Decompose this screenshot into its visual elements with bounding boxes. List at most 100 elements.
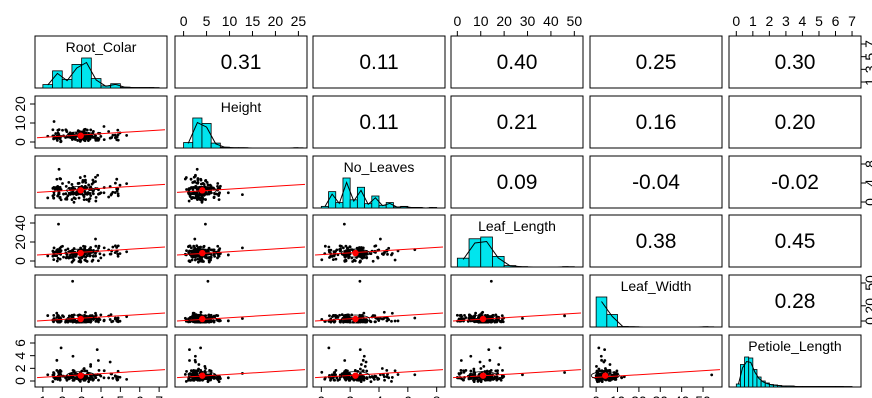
scatter-point bbox=[59, 140, 63, 144]
bottom-axis-tick-label: 50 bbox=[695, 393, 711, 398]
scatter-point bbox=[192, 373, 196, 377]
mean-point bbox=[77, 372, 84, 379]
scatter-point bbox=[58, 257, 62, 261]
scatter-point bbox=[64, 128, 68, 132]
scatter-point bbox=[489, 279, 493, 283]
correlation-value: 0.28 bbox=[775, 290, 816, 313]
scatter-point bbox=[108, 136, 112, 140]
scatter-point bbox=[115, 177, 119, 181]
fit-line bbox=[176, 312, 306, 322]
correlation-value: 0.45 bbox=[775, 230, 816, 253]
scatter-point bbox=[199, 182, 203, 186]
scatter-point bbox=[202, 183, 206, 186]
panel-r2-c4 bbox=[589, 155, 723, 209]
correlation-ellipse bbox=[341, 248, 370, 258]
left-axis-tick-label: 2 bbox=[12, 364, 28, 372]
panel-r2-c3 bbox=[450, 155, 584, 209]
scatter-point bbox=[46, 314, 50, 317]
top-axis-tick-label: 3 bbox=[782, 13, 790, 29]
scatter-point bbox=[54, 250, 58, 254]
scatter-point bbox=[113, 191, 117, 194]
scatter-point bbox=[94, 175, 97, 179]
top-axis-tick-label: 25 bbox=[291, 13, 307, 29]
variable-name: Root_Colar bbox=[66, 39, 137, 55]
scatter-point bbox=[99, 135, 103, 138]
scatter-point bbox=[62, 192, 65, 196]
scatter-point bbox=[363, 365, 367, 368]
scatter-point bbox=[108, 360, 112, 364]
fit-line bbox=[176, 369, 306, 379]
scatter-point bbox=[71, 354, 75, 358]
scatter-point bbox=[364, 360, 368, 364]
scatter-point bbox=[332, 371, 336, 374]
scatter-point bbox=[196, 250, 199, 254]
scatter-point bbox=[383, 378, 386, 382]
panel-r0-c0: Root_Colar bbox=[34, 35, 168, 89]
hist-bar bbox=[606, 314, 618, 328]
panel-frame bbox=[312, 35, 446, 89]
correlation-value: 0.30 bbox=[775, 51, 816, 74]
scatter-points bbox=[36, 167, 166, 204]
scatter-point bbox=[362, 354, 366, 358]
panel-r0-c2 bbox=[312, 35, 446, 89]
top-axis-tick-label: 40 bbox=[543, 13, 559, 29]
scatter-point bbox=[196, 177, 200, 180]
scatter-point bbox=[111, 190, 115, 194]
panel-r5-c5: Petiole_Length bbox=[728, 334, 862, 388]
scatter-point bbox=[204, 367, 207, 370]
correlation-value: 0.25 bbox=[636, 51, 677, 74]
correlation-ellipse bbox=[66, 248, 96, 258]
scatter-point bbox=[67, 180, 71, 184]
scatter-point bbox=[190, 197, 194, 201]
fit-line bbox=[176, 246, 306, 256]
scatter-point bbox=[82, 367, 86, 370]
scatter-point bbox=[457, 317, 461, 321]
panel-r3-c4 bbox=[589, 214, 723, 268]
scatter-point bbox=[77, 196, 81, 200]
scatter-point bbox=[208, 183, 212, 187]
scatter-point bbox=[359, 246, 363, 249]
scatter-point bbox=[95, 348, 99, 352]
scatter-point bbox=[599, 354, 603, 358]
scatter-point bbox=[340, 313, 344, 317]
scatter-point bbox=[85, 319, 89, 323]
scatter-point bbox=[115, 317, 119, 321]
scatter-point bbox=[61, 128, 64, 132]
scatter-point bbox=[364, 252, 368, 256]
top-axis-tick-label: 6 bbox=[832, 13, 840, 29]
panel-r1-c4 bbox=[589, 95, 723, 149]
scatter-point bbox=[54, 132, 58, 135]
scatter-point bbox=[339, 248, 342, 252]
left-axis-tick-label: 20 bbox=[12, 234, 28, 250]
correlation-ellipse bbox=[187, 371, 217, 381]
scatter-point bbox=[495, 378, 499, 382]
scatter-point bbox=[55, 139, 59, 142]
scatter-point bbox=[190, 258, 194, 262]
bottom-axis-tick-label: 4 bbox=[97, 393, 105, 398]
scatter-point bbox=[382, 310, 386, 314]
scatter-point bbox=[327, 245, 331, 249]
scatter-point bbox=[393, 258, 397, 262]
scatter-point bbox=[364, 318, 368, 321]
scatter-point bbox=[620, 376, 623, 379]
scatter-point bbox=[204, 198, 207, 201]
scatter-point bbox=[501, 368, 504, 372]
scatter-points bbox=[452, 279, 582, 324]
panel-r1-c2 bbox=[312, 95, 446, 149]
panel-r3-c1 bbox=[174, 214, 308, 268]
scatter-point bbox=[335, 248, 339, 252]
scatter-point bbox=[488, 315, 492, 319]
scatter-point bbox=[94, 199, 98, 203]
left-axis-tick-label: 0 bbox=[12, 138, 28, 146]
scatter-point bbox=[199, 346, 202, 350]
scatter-point bbox=[118, 183, 122, 187]
scatter-point bbox=[501, 320, 505, 324]
scatter-point bbox=[199, 177, 203, 181]
scatter-point bbox=[413, 373, 417, 377]
scatter-point bbox=[192, 244, 196, 248]
scatter-point bbox=[379, 237, 382, 241]
scatter-point bbox=[226, 319, 230, 323]
fit-line bbox=[36, 246, 166, 256]
correlation-ellipse bbox=[187, 185, 217, 195]
scatter-point bbox=[361, 369, 365, 373]
